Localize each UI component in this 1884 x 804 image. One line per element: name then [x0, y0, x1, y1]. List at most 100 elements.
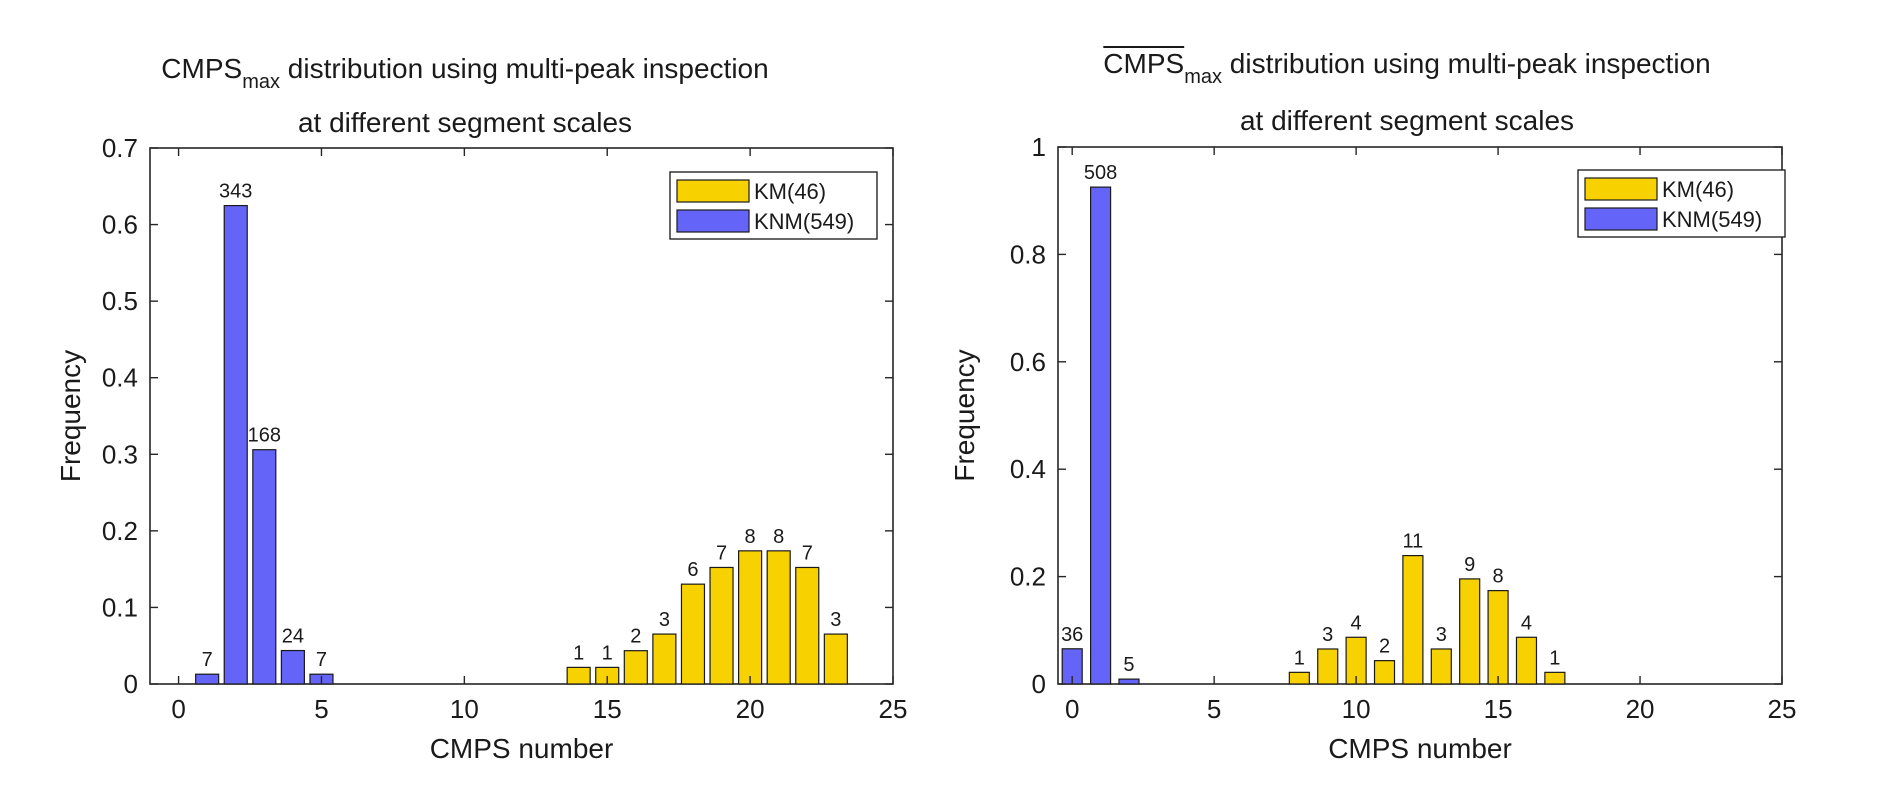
x-tick-label: 20: [736, 694, 765, 724]
bar: [738, 550, 763, 685]
right-chart-panel: CMPSmax distribution using multi-peak in…: [930, 0, 1884, 804]
x-tick-label: 25: [879, 694, 908, 724]
y-tick-label: 0.8: [1010, 239, 1046, 269]
bar: [223, 204, 248, 685]
legend-label: KNM(549): [1662, 207, 1762, 232]
x-tick-label: 25: [1768, 694, 1797, 724]
bar: [1487, 590, 1509, 685]
bar-count-label: 7: [716, 542, 727, 564]
y-axis-label: Frequency: [55, 350, 86, 482]
bar-count-label: 5: [1123, 654, 1134, 676]
bar-count-label: 3: [1322, 624, 1333, 646]
bar-count-label: 7: [316, 649, 327, 671]
bar-count-label: 24: [282, 626, 304, 648]
bar: [623, 650, 648, 685]
y-tick-label: 0.5: [102, 286, 138, 316]
bar-count-label: 4: [1351, 612, 1362, 634]
bar-count-label: 343: [219, 181, 252, 203]
bar-count-label: 1: [1294, 647, 1305, 669]
bar-count-label: 11: [1403, 531, 1424, 553]
bar-count-label: 168: [248, 425, 281, 447]
bar-count-label: 8: [1493, 566, 1504, 588]
bar-count-label: 3: [1436, 624, 1447, 646]
y-tick-label: 0.2: [1010, 562, 1046, 592]
x-tick-label: 15: [593, 694, 622, 724]
bar: [680, 583, 706, 685]
bar: [1515, 636, 1538, 685]
bar: [652, 633, 677, 685]
bar: [280, 649, 305, 685]
y-tick-label: 0.4: [1010, 454, 1046, 484]
bar-count-label: 508: [1084, 162, 1117, 184]
bar-count-label: 2: [1379, 636, 1390, 658]
bar: [1544, 671, 1566, 685]
title-main-overlined: CMPS: [1103, 48, 1185, 79]
chart-title-line2: at different segment scales: [297, 107, 633, 138]
chart-title-line1: CMPSmax distribution using multi-peak in…: [930, 47, 1884, 88]
bar: [823, 633, 848, 685]
bar-count-label: 4: [1521, 612, 1532, 634]
bar: [1373, 660, 1396, 685]
legend-swatch: [1584, 207, 1658, 231]
bar: [795, 566, 820, 685]
y-tick-label: 0.3: [102, 439, 138, 469]
bar: [1089, 186, 1112, 685]
bar: [709, 566, 734, 685]
x-tick-label: 5: [1207, 694, 1221, 724]
x-tick-label: 10: [1342, 694, 1371, 724]
bar-count-label: 6: [687, 559, 698, 581]
bar-count-label: 7: [802, 542, 813, 564]
bar-count-label: 8: [745, 526, 756, 548]
bar-count-label: 8: [773, 526, 784, 548]
bar-count-label: 1: [602, 642, 613, 664]
bar-count-label: 36: [1061, 624, 1083, 646]
bar: [766, 550, 791, 685]
bar-count-label: 3: [830, 609, 841, 631]
y-tick-label: 0.2: [102, 516, 138, 546]
y-axis-label: Frequency: [949, 349, 980, 481]
title-subscript: max: [1184, 66, 1222, 88]
title-rest: distribution using multi-peak inspection: [1222, 48, 1711, 79]
y-tick-label: 0: [1032, 669, 1046, 699]
bar-count-label: 3: [659, 609, 670, 631]
left-chart-panel: CMPSmax distribution using multi-peak in…: [0, 0, 930, 804]
x-tick-label: 0: [171, 694, 185, 724]
legend-label: KNM(549): [754, 209, 854, 234]
title-subscript: max: [242, 71, 280, 93]
bar: [566, 666, 591, 685]
y-tick-label: 0.6: [102, 210, 138, 240]
y-tick-label: 0.1: [102, 592, 138, 622]
bar-count-label: 2: [630, 626, 641, 648]
x-tick-label: 15: [1484, 694, 1513, 724]
x-tick-label: 5: [314, 694, 328, 724]
x-tick-label: 20: [1626, 694, 1655, 724]
bar: [1459, 578, 1481, 685]
x-axis-label: CMPS number: [430, 733, 614, 764]
bar: [1317, 648, 1339, 685]
chart-title-line2: at different segment scales: [1239, 105, 1575, 136]
legend-label: KM(46): [1662, 177, 1734, 202]
bar: [1402, 555, 1424, 685]
x-tick-label: 10: [450, 694, 479, 724]
legend-swatch: [676, 179, 750, 203]
y-tick-label: 0.4: [102, 363, 138, 393]
bar: [195, 673, 220, 685]
plot-area-frame: [149, 147, 894, 685]
bar-count-label: 1: [1549, 647, 1560, 669]
y-tick-label: 0.7: [102, 133, 138, 163]
bar: [1118, 678, 1140, 685]
bar: [252, 449, 277, 685]
title-main: CMPS: [161, 53, 243, 84]
y-tick-label: 1: [1032, 132, 1046, 162]
legend-swatch: [1584, 177, 1658, 201]
legend-label: KM(46): [754, 179, 826, 204]
title-rest: distribution using multi-peak inspection: [280, 53, 769, 84]
y-tick-label: 0.6: [1010, 347, 1046, 377]
x-tick-label: 0: [1065, 694, 1079, 724]
bar: [1288, 671, 1310, 685]
y-tick-label: 0: [124, 669, 138, 699]
chart-title-line1: CMPSmax distribution using multi-peak in…: [0, 52, 930, 93]
bar: [1430, 648, 1452, 685]
